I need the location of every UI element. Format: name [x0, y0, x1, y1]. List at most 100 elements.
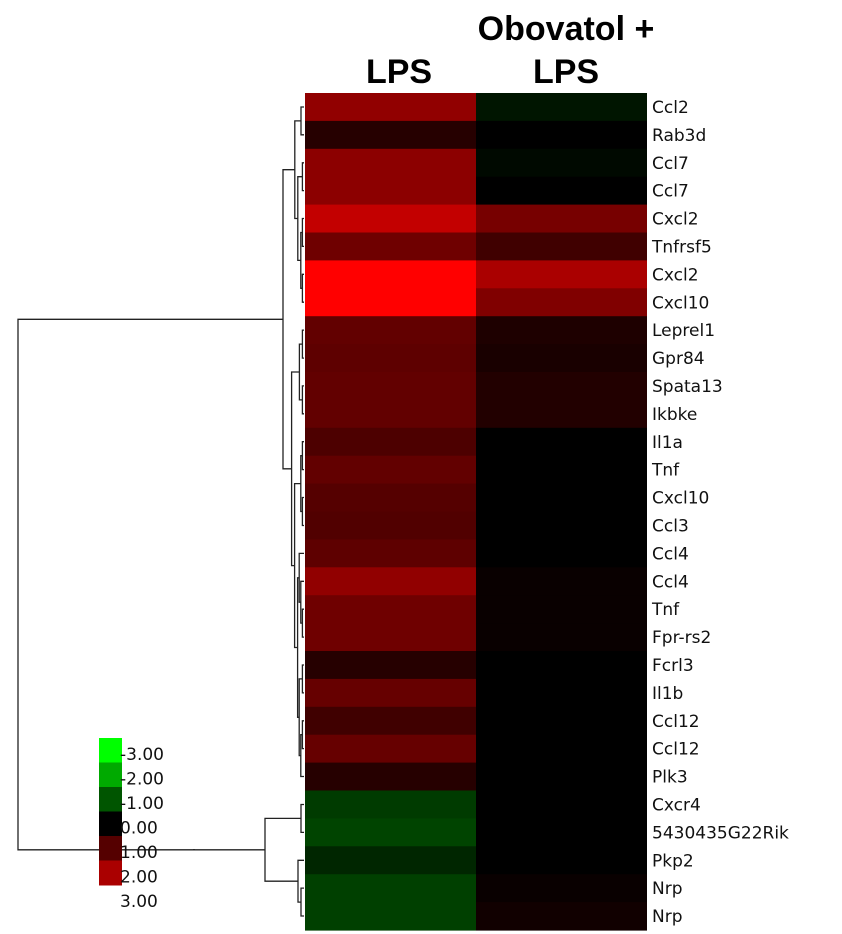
- heatmap-cell: [305, 120, 476, 150]
- gene-label: Il1a: [652, 433, 683, 453]
- heatmap-cell: [476, 427, 647, 457]
- gene-label: Fcrl3: [652, 656, 694, 676]
- heatmap-cell: [305, 511, 476, 540]
- heatmap-cell: [476, 567, 647, 596]
- heatmap-cell: [305, 176, 476, 206]
- gene-label: Ccl7: [652, 182, 689, 202]
- dendrogram-branch: [300, 803, 304, 834]
- heatmap-cell: [305, 316, 476, 345]
- column-header-2-line-2: LPS: [533, 53, 599, 91]
- dendrogram-branch: [300, 106, 304, 136]
- gene-label: Cxcl10: [652, 489, 709, 509]
- heatmap-cell: [476, 232, 647, 261]
- heatmap-cell: [305, 651, 476, 680]
- gene-label: Ccl4: [652, 544, 689, 564]
- heatmap-cell: [305, 455, 476, 485]
- heatmap-cell: [476, 539, 647, 568]
- dendrogram-branch: [300, 887, 304, 917]
- heatmap-cell: [476, 260, 647, 289]
- heatmap-cell: [305, 595, 476, 624]
- heatmap-cell: [476, 874, 647, 903]
- dendrogram-branch: [297, 176, 303, 262]
- heatmap-cell: [305, 567, 476, 596]
- scale-tick-label: 3.00: [120, 892, 158, 912]
- heatmap-cell: [305, 372, 476, 401]
- gene-label: Leprel1: [652, 321, 715, 341]
- gene-label: Ccl12: [652, 712, 700, 732]
- heatmap-cell: [476, 399, 647, 429]
- heatmap-cell: [476, 623, 647, 652]
- heatmap-cell: [305, 93, 476, 122]
- heatmap-cell: [305, 204, 476, 234]
- heatmap-cell: [476, 846, 647, 875]
- gene-label: Cxcl2: [652, 210, 699, 230]
- gene-label: Tnf: [651, 600, 680, 620]
- color-scale-legend: -3.00 -2.00 -1.00 0.00 1.00 2.00 3.00: [99, 738, 164, 912]
- heatmap-cell: [305, 678, 476, 708]
- heatmap-cell: [305, 483, 476, 513]
- gene-label: Cxcl10: [652, 293, 709, 313]
- heatmap-cell: [305, 260, 476, 289]
- scale-band: [99, 860, 122, 886]
- heatmap-cell: [476, 818, 647, 847]
- heatmap-cell: [476, 651, 647, 680]
- gene-label: Cxcl2: [652, 265, 699, 285]
- dendrogram-branch: [282, 169, 295, 470]
- gene-label: Gpr84: [652, 349, 705, 369]
- column-header-1-line-1: LPS: [366, 53, 432, 91]
- heatmap-cell: [305, 874, 476, 903]
- scale-tick-label: 0.00: [120, 819, 158, 839]
- gene-label: Il1b: [652, 684, 683, 704]
- scale-band: [99, 738, 122, 763]
- heatmap-cell: [476, 762, 647, 792]
- dendrogram-branch: [301, 441, 304, 471]
- column-header-2-line-1: Obovatol +: [478, 10, 655, 48]
- heatmap-cell: [476, 455, 647, 485]
- heatmap-cell: [476, 148, 647, 178]
- heatmap-cell: [305, 818, 476, 847]
- heatmap-cell: [476, 344, 647, 373]
- heatmap-cell: [476, 483, 647, 513]
- dendrogram-branch: [301, 608, 304, 638]
- dendrogram-branch: [290, 371, 300, 567]
- scale-tick-label: 2.00: [120, 868, 158, 888]
- gene-label: Nrp: [652, 907, 683, 927]
- scale-tick-label: 1.00: [120, 843, 158, 863]
- gene-label: Spata13: [652, 377, 723, 397]
- gene-label: Ccl3: [652, 516, 689, 536]
- gene-label: Cxcr4: [652, 795, 701, 815]
- scale-tick-label: -1.00: [120, 794, 164, 814]
- column-headers: LPS Obovatol + LPS: [366, 10, 654, 91]
- gene-label: Tnfrsf5: [651, 237, 712, 257]
- heatmap-cell: [476, 316, 647, 345]
- heatmap-cell: [476, 288, 647, 317]
- gene-label: Nrp: [652, 879, 683, 899]
- dendrogram-branch: [264, 817, 301, 882]
- heatmap-cell: [476, 595, 647, 624]
- heatmap-cell: [305, 539, 476, 568]
- heatmap-cells: [305, 93, 647, 931]
- heatmap-cell: [305, 790, 476, 819]
- heatmap-cell: [476, 678, 647, 708]
- heatmap-cell: [476, 790, 647, 819]
- scale-tick-label: -3.00: [120, 745, 164, 765]
- heatmap-cell: [305, 232, 476, 261]
- gene-label: Ccl7: [652, 154, 689, 174]
- dendrogram-branch: [301, 217, 304, 248]
- dendrogram-branch: [301, 496, 304, 527]
- dendrogram-branch: [301, 329, 304, 359]
- scale-band: [99, 787, 122, 812]
- dendrogram-branch: [301, 162, 304, 192]
- heatmap-cell: [476, 120, 647, 150]
- gene-label: Rab3d: [652, 126, 706, 146]
- heatmap-cell: [476, 902, 647, 931]
- gene-label: Plk3: [652, 768, 688, 788]
- scale-tick-label: -2.00: [120, 770, 164, 790]
- gene-label: Ccl4: [652, 572, 689, 592]
- heatmap-cell: [476, 176, 647, 206]
- heatmap-cell: [305, 706, 476, 736]
- gene-label: Fpr-rs2: [652, 628, 711, 648]
- dendrogram-branch: [301, 664, 304, 694]
- heatmap-cell: [305, 427, 476, 457]
- scale-band: [99, 836, 122, 861]
